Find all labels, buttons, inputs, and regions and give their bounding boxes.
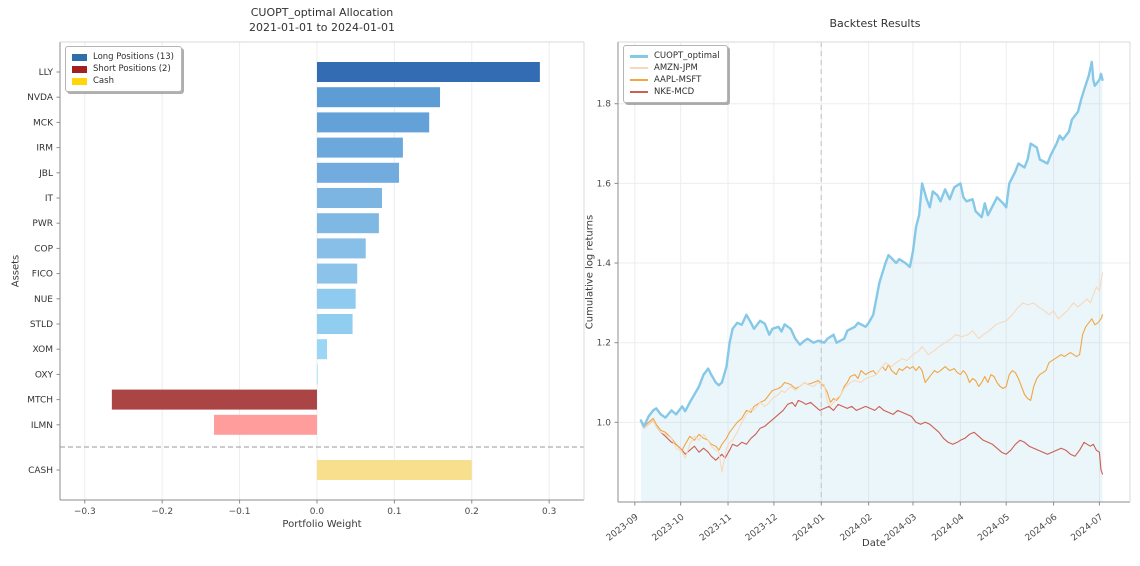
svg-text:OXY: OXY bbox=[35, 370, 54, 380]
allocation-xaxis-label: Portfolio Weight bbox=[282, 519, 362, 530]
legend-item-nke-mcd: NKE-MCD bbox=[630, 86, 720, 98]
legend-label-nke-mcd: NKE-MCD bbox=[654, 87, 695, 97]
long-positions-swatch bbox=[72, 53, 87, 61]
short-positions-swatch bbox=[72, 65, 87, 73]
backtest-xaxis-label: Date bbox=[862, 538, 886, 549]
svg-text:−0.2: −0.2 bbox=[151, 507, 173, 517]
legend-label-long: Long Positions (13) bbox=[93, 52, 174, 62]
svg-text:IT: IT bbox=[45, 194, 54, 204]
legend-label-cuopt: CUOPT_optimal bbox=[654, 51, 720, 61]
svg-text:−0.3: −0.3 bbox=[74, 507, 96, 517]
svg-text:STLD: STLD bbox=[30, 320, 53, 330]
svg-text:MCK: MCK bbox=[33, 118, 54, 128]
svg-text:LLY: LLY bbox=[39, 68, 54, 78]
backtest-legend: CUOPT_optimal AMZN-JPM AAPL-MSFT NKE-MCD bbox=[623, 45, 728, 103]
allocation-legend: Long Positions (13) Short Positions (2) … bbox=[65, 46, 182, 92]
cash-swatch bbox=[72, 77, 87, 85]
backtest-yaxis-label: Cumulative log returns bbox=[584, 214, 596, 330]
legend-label-amzn-jpm: AMZN-JPM bbox=[654, 63, 698, 73]
legend-item-long: Long Positions (13) bbox=[72, 51, 174, 63]
svg-text:−0.1: −0.1 bbox=[229, 507, 251, 517]
svg-text:CASH: CASH bbox=[28, 466, 53, 476]
amzn-jpm-line-swatch bbox=[630, 67, 648, 69]
nke-mcd-line-swatch bbox=[630, 91, 648, 93]
svg-text:FICO: FICO bbox=[32, 270, 53, 280]
svg-text:1.8: 1.8 bbox=[597, 100, 612, 110]
svg-text:2023-11: 2023-11 bbox=[698, 512, 734, 543]
allocation-title-line1: CUOPT_optimal Allocation bbox=[250, 6, 394, 19]
svg-text:0.1: 0.1 bbox=[387, 507, 401, 517]
svg-text:IRM: IRM bbox=[36, 144, 53, 154]
svg-text:0.3: 0.3 bbox=[542, 507, 556, 517]
legend-item-cash: Cash bbox=[72, 75, 174, 87]
svg-text:PWR: PWR bbox=[32, 219, 53, 229]
svg-text:2023-09: 2023-09 bbox=[605, 512, 641, 543]
svg-text:ILMN: ILMN bbox=[31, 421, 53, 431]
svg-text:2024-07: 2024-07 bbox=[1069, 512, 1105, 543]
svg-text:0.2: 0.2 bbox=[465, 507, 479, 517]
legend-item-short: Short Positions (2) bbox=[72, 63, 174, 75]
svg-text:COP: COP bbox=[34, 244, 53, 254]
aapl-msft-line-swatch bbox=[630, 79, 648, 81]
backtest-chart-title: Backtest Results bbox=[829, 17, 921, 30]
legend-item-amzn-jpm: AMZN-JPM bbox=[630, 62, 720, 74]
allocation-chart-title: CUOPT_optimal Allocation 2021-01-01 to 2… bbox=[150, 5, 494, 35]
cuopt-line-swatch bbox=[630, 54, 648, 58]
legend-item-aapl-msft: AAPL-MSFT bbox=[630, 74, 720, 86]
legend-label-aapl-msft: AAPL-MSFT bbox=[654, 75, 702, 85]
svg-text:NVDA: NVDA bbox=[27, 93, 54, 103]
svg-text:JBL: JBL bbox=[38, 169, 53, 179]
svg-text:NUE: NUE bbox=[34, 295, 53, 305]
legend-label-cash: Cash bbox=[93, 76, 114, 86]
legend-label-short: Short Positions (2) bbox=[93, 64, 171, 74]
legend-item-cuopt: CUOPT_optimal bbox=[630, 50, 720, 62]
svg-text:2024-06: 2024-06 bbox=[1024, 512, 1060, 543]
svg-text:0.0: 0.0 bbox=[310, 507, 325, 517]
svg-text:MTCH: MTCH bbox=[27, 396, 53, 406]
svg-text:1.2: 1.2 bbox=[597, 339, 611, 349]
svg-text:1.4: 1.4 bbox=[597, 259, 612, 269]
svg-text:1.6: 1.6 bbox=[597, 179, 612, 189]
svg-text:2023-10: 2023-10 bbox=[651, 512, 687, 543]
allocation-yaxis-label: Assets bbox=[10, 254, 22, 288]
svg-text:XOM: XOM bbox=[33, 345, 53, 355]
allocation-title-line2: 2021-01-01 to 2024-01-01 bbox=[249, 21, 395, 34]
svg-text:1.0: 1.0 bbox=[597, 418, 612, 428]
